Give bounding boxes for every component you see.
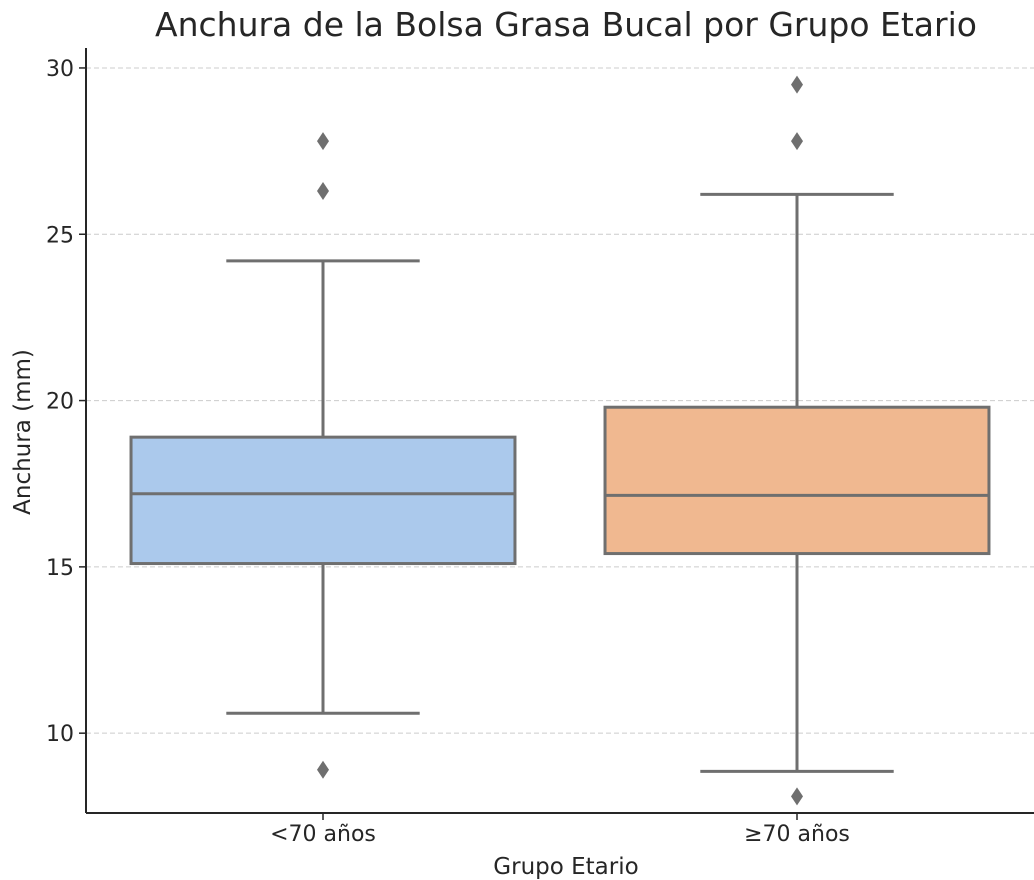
iqr-box	[603, 405, 991, 556]
y-tick-label: 25	[46, 223, 74, 248]
outlier-point	[791, 787, 803, 806]
axes	[85, 48, 1034, 814]
x-tick-label: ≥70 años	[744, 822, 850, 847]
box-group	[129, 132, 517, 779]
x-axis-label: Grupo Etario	[493, 854, 638, 880]
y-axis-label: Anchura (mm)	[10, 349, 36, 515]
y-tick-label: 20	[46, 390, 74, 415]
iqr-box	[129, 435, 517, 566]
y-tick-label: 10	[46, 722, 74, 747]
outlier-point	[317, 132, 329, 151]
outlier-point	[791, 132, 803, 151]
chart-title: Anchura de la Bolsa Grasa Bucal por Grup…	[155, 5, 977, 44]
ticks: 10 15 20 25 30 <70 años ≥70 años	[46, 57, 850, 847]
box-group	[603, 75, 991, 806]
outlier-point	[791, 75, 803, 94]
grid-lines	[86, 67, 1034, 734]
outlier-point	[317, 760, 329, 779]
y-tick-label: 15	[46, 556, 74, 581]
box-layer	[129, 75, 991, 806]
x-tick-label: <70 años	[270, 822, 376, 847]
outlier-point	[317, 182, 329, 201]
y-tick-label: 30	[46, 57, 74, 82]
